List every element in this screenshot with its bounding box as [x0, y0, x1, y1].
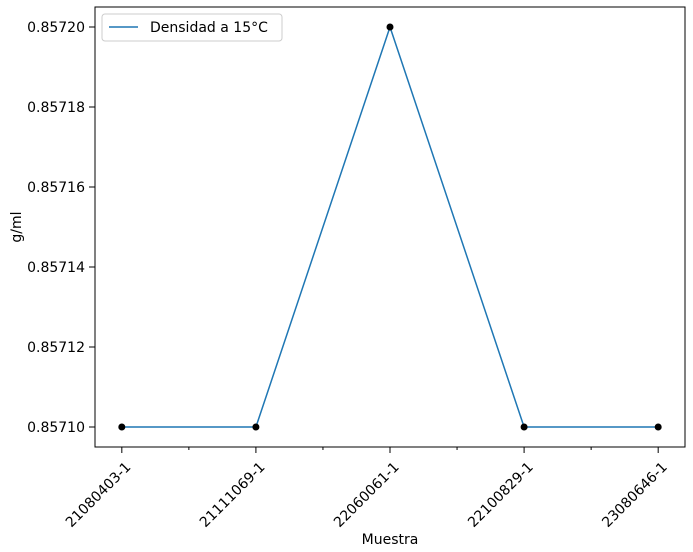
y-tick-label: 0.85716 — [27, 180, 85, 196]
data-point — [252, 423, 260, 431]
data-point — [654, 423, 662, 431]
y-tick-label: 0.85710 — [27, 420, 85, 436]
y-tick-label: 0.85718 — [27, 100, 85, 116]
data-point — [118, 423, 126, 431]
y-axis-label: g/ml — [9, 211, 25, 242]
y-tick-label: 0.85720 — [27, 20, 85, 36]
y-axis-ticks: 0.85710 0.85712 0.85714 0.85716 0.85718 0.857… — [27, 20, 95, 436]
legend-label: Densidad a 15°C — [150, 20, 268, 36]
data-point — [386, 23, 394, 31]
legend: Densidad a 15°C — [101, 13, 283, 42]
y-tick-label: 0.85714 — [27, 260, 85, 276]
data-point — [520, 423, 528, 431]
x-axis-label: Muestra — [362, 532, 419, 548]
legend-frame — [101, 13, 283, 42]
y-tick-label: 0.85712 — [27, 340, 85, 356]
